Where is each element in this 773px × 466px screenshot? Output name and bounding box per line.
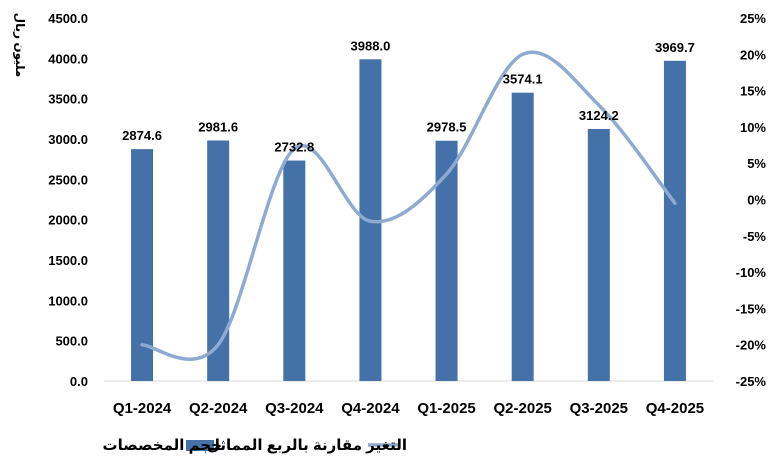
bar-data-label: 2981.6 xyxy=(198,119,238,134)
y2-tick-label: -20% xyxy=(736,338,767,353)
y-tick-label: 500.0 xyxy=(55,334,88,349)
bar xyxy=(435,140,458,381)
bar-series xyxy=(131,59,686,382)
bar xyxy=(131,149,154,381)
data-labels: 2874.6 2981.6 2732.8 3988.0 2978.5 3574.1 3124… xyxy=(122,38,695,154)
legend-label-bars: حجم المخصصات xyxy=(103,437,222,454)
x-category-label: Q2-2024 xyxy=(189,400,248,417)
bar-data-label: 2732.8 xyxy=(274,140,314,155)
y2-tick-label: -5% xyxy=(743,229,767,244)
x-axis-categories: Q1-2024 Q2-2024 Q3-2024 Q4-2024 Q1-2025 Q2-20… xyxy=(113,400,704,417)
bar-data-label: 3124.2 xyxy=(579,108,619,123)
y2-tick-label: -15% xyxy=(736,301,767,316)
bar-data-label: 2874.6 xyxy=(122,128,162,143)
x-category-label: Q4-2025 xyxy=(646,400,704,417)
y2-tick-label: 15% xyxy=(740,84,766,99)
y-axis-title: مليون ريال xyxy=(12,13,27,78)
bar xyxy=(663,60,686,382)
y-tick-label: 1500.0 xyxy=(48,253,88,268)
y-tick-label: 4500.0 xyxy=(48,11,88,26)
bar-data-label: 2978.5 xyxy=(427,120,467,135)
y-tick-label: 2000.0 xyxy=(48,213,88,228)
bar xyxy=(511,92,534,381)
y2-tick-label: -25% xyxy=(736,374,767,389)
legend-swatch-bars xyxy=(186,440,214,451)
bar-data-label: 3969.7 xyxy=(655,40,695,55)
x-category-label: Q1-2025 xyxy=(417,400,475,417)
y2-tick-label: 20% xyxy=(740,47,766,62)
y-tick-label: 1000.0 xyxy=(48,293,88,308)
y2-tick-label: 5% xyxy=(747,156,766,171)
x-category-label: Q3-2024 xyxy=(265,400,324,417)
x-category-label: Q4-2024 xyxy=(341,400,400,417)
x-category-label: Q2-2025 xyxy=(494,400,552,417)
bar xyxy=(207,140,230,381)
x-category-label: Q1-2024 xyxy=(113,400,172,417)
right-axis-ticks: -25% -20% -15% -10% -5% 0% 5% 10% 15% 20% 25% xyxy=(736,11,767,389)
legend: حجم المخصصات التغير مقارنة بالربع المماث… xyxy=(103,437,407,454)
y-tick-label: 3500.0 xyxy=(48,92,88,107)
x-category-label: Q3-2025 xyxy=(570,400,628,417)
bar xyxy=(283,160,306,381)
bar-data-label: 3988.0 xyxy=(351,38,391,53)
bar-data-label: 3574.1 xyxy=(503,72,543,87)
y-tick-label: 4000.0 xyxy=(48,51,88,66)
left-axis-ticks: 0.0 500.0 1000.0 1500.0 2000.0 2500.0 3000.0 35… xyxy=(48,11,88,389)
y-tick-label: 2500.0 xyxy=(48,172,88,187)
y2-tick-label: 10% xyxy=(740,120,766,135)
bar xyxy=(587,128,610,381)
y-tick-label: 0.0 xyxy=(70,374,88,389)
y2-tick-label: 25% xyxy=(740,11,766,26)
y2-tick-label: 0% xyxy=(747,193,766,208)
legend-label-line: التغير مقارنة بالربع المماثل xyxy=(207,437,407,454)
y-tick-label: 3000.0 xyxy=(48,132,88,147)
line-series xyxy=(140,50,677,361)
y2-tick-label: -10% xyxy=(736,265,767,280)
